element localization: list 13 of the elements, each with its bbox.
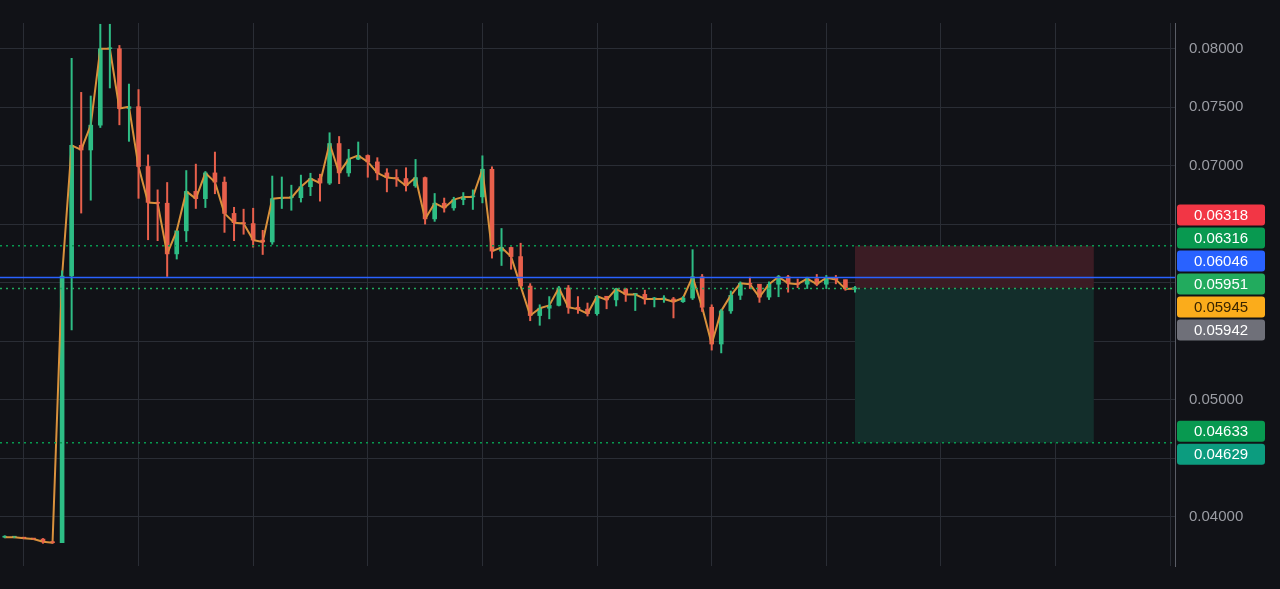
text: 0.04629 <box>1193 445 1249 463</box>
y-tick-label: 0.05000 <box>1189 389 1244 407</box>
ref-line-label: 0.06046 <box>1193 252 1249 270</box>
y-tick-label: 0.07500 <box>1189 97 1244 115</box>
ref-line-label: 0.05951 <box>1193 275 1249 293</box>
y-tick-label: 0.04000 <box>1189 506 1244 524</box>
text: 0.05945 <box>1193 298 1249 316</box>
y-tick-label: 0.08000 <box>1189 38 1244 56</box>
ref-line-label: 0.04633 <box>1193 422 1249 440</box>
ref-line-label: 0.06316 <box>1193 229 1249 247</box>
text: 0.06318 <box>1193 206 1249 224</box>
y-tick-label: 0.07000 <box>1189 155 1244 173</box>
text: 0.05942 <box>1193 321 1249 339</box>
